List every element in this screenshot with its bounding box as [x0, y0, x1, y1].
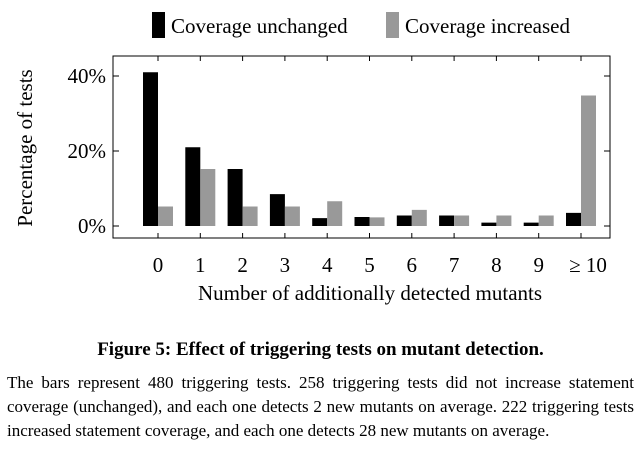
y-tick-label: 40%: [68, 64, 107, 88]
x-tick-label: 3: [280, 253, 291, 277]
x-tick-label: 4: [322, 253, 333, 277]
bar-coverage-unchanged: [354, 217, 370, 226]
x-tick-label: 6: [407, 253, 418, 277]
bar-coverage-increased: [369, 217, 385, 226]
x-axis: 0 1 2 3 4 5 6 7 8 9 ≥ 10: [153, 56, 607, 277]
x-axis-title: Number of additionally detected mutants: [198, 281, 542, 305]
x-tick-label: 1: [195, 253, 206, 277]
bar-coverage-unchanged: [396, 215, 412, 226]
bar-coverage-increased: [538, 215, 554, 226]
figure-caption-body: The bars represent 480 triggering tests.…: [7, 373, 634, 440]
bar-coverage-unchanged: [312, 218, 328, 226]
y-tick-label: 0%: [78, 214, 106, 238]
bar-coverage-unchanged: [566, 212, 581, 226]
legend-label-unchanged: Coverage unchanged: [171, 14, 348, 38]
x-tick-label: 0: [153, 253, 164, 277]
y-tick-label: 20%: [68, 139, 107, 163]
legend-swatch-unchanged: [152, 12, 165, 38]
y-axis: 0% 20% 40%: [68, 64, 610, 238]
y-axis-title: Percentage of tests: [13, 69, 37, 226]
legend: Coverage unchanged Coverage increased: [152, 12, 570, 38]
plot-frame: [112, 55, 611, 239]
bar-coverage-increased: [200, 169, 216, 226]
bar-coverage-unchanged: [185, 147, 201, 226]
x-tick-label: 5: [364, 253, 375, 277]
bar-coverage-unchanged: [269, 194, 285, 226]
bar-chart: Coverage unchanged Coverage increased 0%…: [13, 12, 611, 305]
bar-coverage-unchanged: [523, 222, 539, 226]
bar-coverage-increased: [242, 206, 258, 226]
bar-coverage-unchanged: [481, 222, 497, 226]
x-tick-label: ≥ 10: [569, 253, 607, 277]
bar-coverage-unchanged: [143, 72, 158, 226]
x-tick-label: 2: [237, 253, 248, 277]
bar-coverage-increased: [158, 206, 173, 226]
bar-coverage-unchanged: [439, 215, 455, 226]
bar-coverage-unchanged: [227, 169, 243, 226]
x-tick-label: 7: [449, 253, 460, 277]
legend-label-increased: Coverage increased: [405, 14, 570, 38]
bar-coverage-increased: [454, 215, 470, 226]
bar-coverage-increased: [284, 206, 300, 226]
bar-coverage-increased: [581, 95, 596, 226]
legend-swatch-increased: [386, 12, 399, 38]
figure-caption-title: Figure 5: Effect of triggering tests on …: [97, 339, 544, 360]
bar-coverage-increased: [496, 215, 512, 226]
bar-coverage-increased: [327, 201, 343, 226]
bars: [143, 72, 596, 226]
bar-coverage-increased: [411, 209, 427, 226]
x-tick-label: 8: [491, 253, 502, 277]
x-tick-label: 9: [533, 253, 544, 277]
